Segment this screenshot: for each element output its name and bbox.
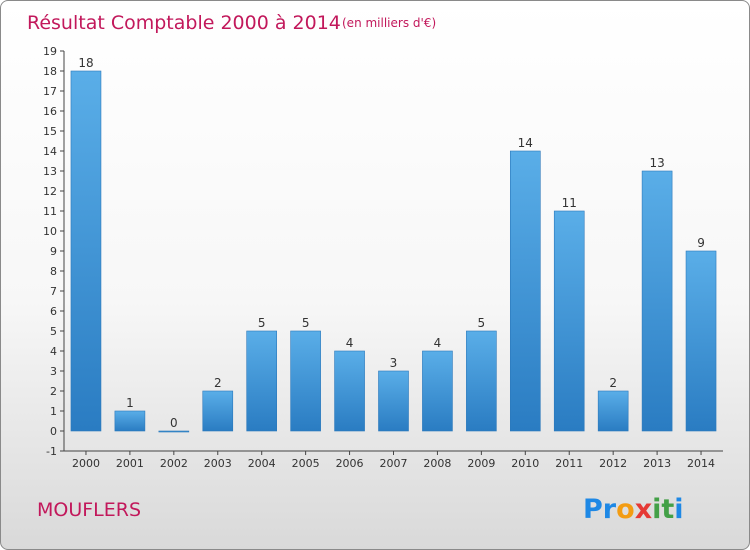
x-tick-label: 2014 — [687, 457, 715, 470]
data-label: 4 — [434, 336, 442, 350]
logo-letter: r — [603, 494, 617, 525]
logo-letter: i — [652, 494, 661, 525]
x-tick-label: 2010 — [511, 457, 539, 470]
data-label: 9 — [697, 236, 705, 250]
bar — [246, 330, 277, 432]
bar — [641, 170, 673, 432]
data-label: 2 — [214, 376, 222, 390]
y-tick-label: 7 — [50, 285, 57, 298]
data-label: 11 — [562, 196, 577, 210]
logo-letter: t — [661, 494, 674, 525]
data-label: 3 — [390, 356, 398, 370]
data-label: 14 — [518, 136, 533, 150]
y-tick-label: 16 — [43, 105, 57, 118]
bar — [70, 70, 102, 432]
y-tick-label: 5 — [50, 325, 57, 338]
data-label: 18 — [78, 56, 93, 70]
bar — [466, 330, 497, 432]
y-tick-label: 15 — [43, 125, 57, 138]
x-tick-label: 2003 — [204, 457, 232, 470]
x-tick-label: 2011 — [555, 457, 583, 470]
y-tick-label: 19 — [43, 45, 57, 58]
bar — [114, 410, 146, 432]
x-tick-label: 2000 — [72, 457, 100, 470]
y-tick-label: 0 — [50, 425, 57, 438]
bar — [597, 390, 629, 432]
x-tick-label: 2012 — [599, 457, 627, 470]
x-tick-label: 2001 — [116, 457, 144, 470]
chart-title: Résultat Comptable 2000 à 2014 — [27, 12, 341, 34]
y-tick-label: 13 — [43, 165, 57, 178]
y-tick-label: 3 — [50, 365, 57, 378]
y-tick-label: 14 — [43, 145, 57, 158]
data-label: 1 — [126, 396, 134, 410]
chart-subtitle: (en milliers d'€) — [342, 16, 436, 30]
y-tick-label: 4 — [50, 345, 57, 358]
y-tick-label: 12 — [43, 185, 57, 198]
data-label: 5 — [258, 316, 266, 330]
logo-letter: o — [616, 494, 635, 525]
y-tick-label: 9 — [50, 245, 57, 258]
logo-letter: P — [583, 494, 603, 525]
data-label: 13 — [649, 156, 664, 170]
data-label: 2 — [609, 376, 617, 390]
bar — [202, 390, 234, 432]
logo-letter: i — [674, 494, 683, 525]
data-label: 5 — [302, 316, 310, 330]
logo-letter: x — [635, 494, 652, 525]
bar — [553, 210, 585, 432]
bar — [378, 370, 409, 432]
x-tick-label: 2009 — [467, 457, 495, 470]
x-tick-label: 2004 — [248, 457, 276, 470]
y-tick-label: 18 — [43, 65, 57, 78]
y-tick-label: 6 — [50, 305, 57, 318]
proxiti-logo: Proxiti — [583, 494, 684, 525]
x-tick-label: 2002 — [160, 457, 188, 470]
bar — [158, 430, 190, 433]
data-label: 5 — [478, 316, 486, 330]
y-tick-label: 8 — [50, 265, 57, 278]
data-label: 0 — [170, 416, 178, 430]
bar — [509, 150, 541, 432]
bar — [334, 350, 365, 432]
x-tick-label: 2006 — [336, 457, 364, 470]
x-tick-label: 2013 — [643, 457, 671, 470]
x-tick-label: 2007 — [380, 457, 408, 470]
y-tick-label: 17 — [43, 85, 57, 98]
bar — [685, 250, 717, 432]
x-tick-label: 2005 — [292, 457, 320, 470]
y-tick-label: 2 — [50, 385, 57, 398]
commune-name: MOUFLERS — [37, 499, 141, 521]
y-tick-label: -1 — [46, 445, 57, 458]
bar — [422, 350, 453, 432]
y-tick-label: 1 — [50, 405, 57, 418]
x-tick-label: 2008 — [423, 457, 451, 470]
data-label: 4 — [346, 336, 354, 350]
y-tick-label: 11 — [43, 205, 57, 218]
bar — [290, 330, 321, 432]
y-tick-label: 10 — [43, 225, 57, 238]
